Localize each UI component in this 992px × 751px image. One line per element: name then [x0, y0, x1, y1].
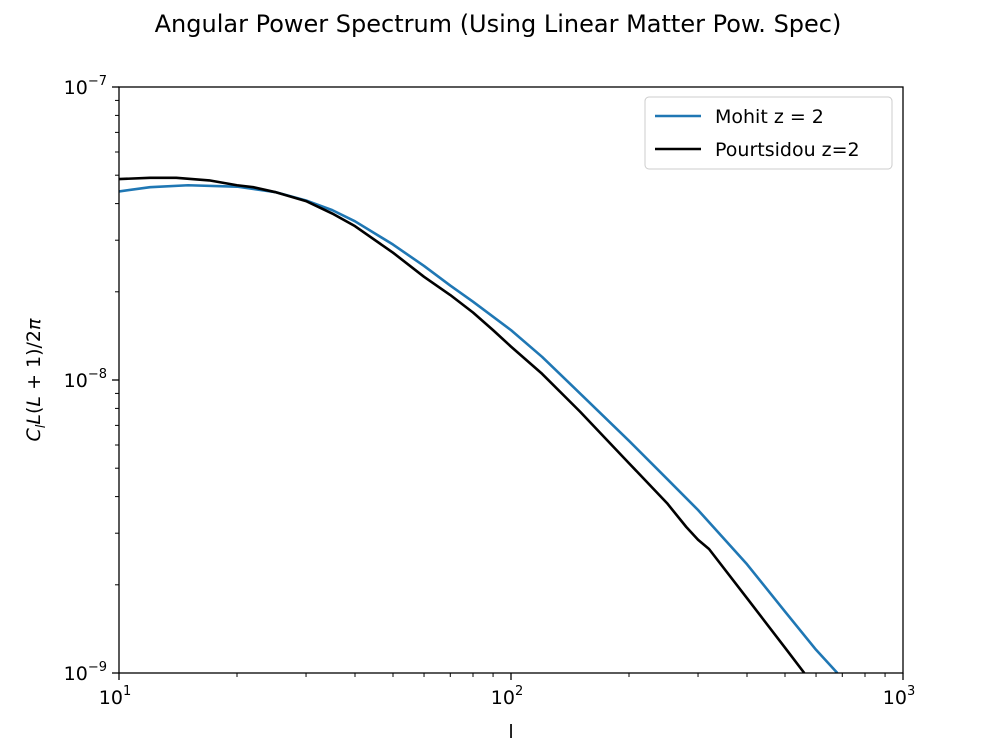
y-axis: 10−9 10−8 10−7: [64, 74, 119, 685]
plot-series-group: [119, 176, 839, 673]
x-axis: 101 102 103: [99, 673, 915, 709]
series-line-mohit: [119, 183, 839, 673]
legend-label-mohit: Mohit z = 2: [715, 106, 824, 128]
y-tick-label: 10−7: [64, 74, 107, 99]
legend-label-pourtsidou: Pourtsidou z=2: [715, 139, 860, 161]
x-tick-label: 101: [99, 684, 131, 709]
x-axis-label: l: [508, 721, 513, 743]
y-axis-label: ClL(L + 1)/2π: [23, 318, 49, 442]
legend: Mohit z = 2 Pourtsidou z=2: [644, 96, 893, 170]
x-tick-label: 102: [491, 684, 523, 709]
plot-frame: [118, 86, 904, 674]
y-tick-label: 10−8: [64, 367, 107, 392]
y-tick-label: 10−9: [64, 660, 107, 685]
x-tick-label: 103: [883, 684, 915, 709]
legend-box: [644, 96, 893, 170]
chart-title: Angular Power Spectrum (Using Linear Mat…: [155, 10, 842, 38]
series-line-pourtsidou: [119, 176, 806, 673]
